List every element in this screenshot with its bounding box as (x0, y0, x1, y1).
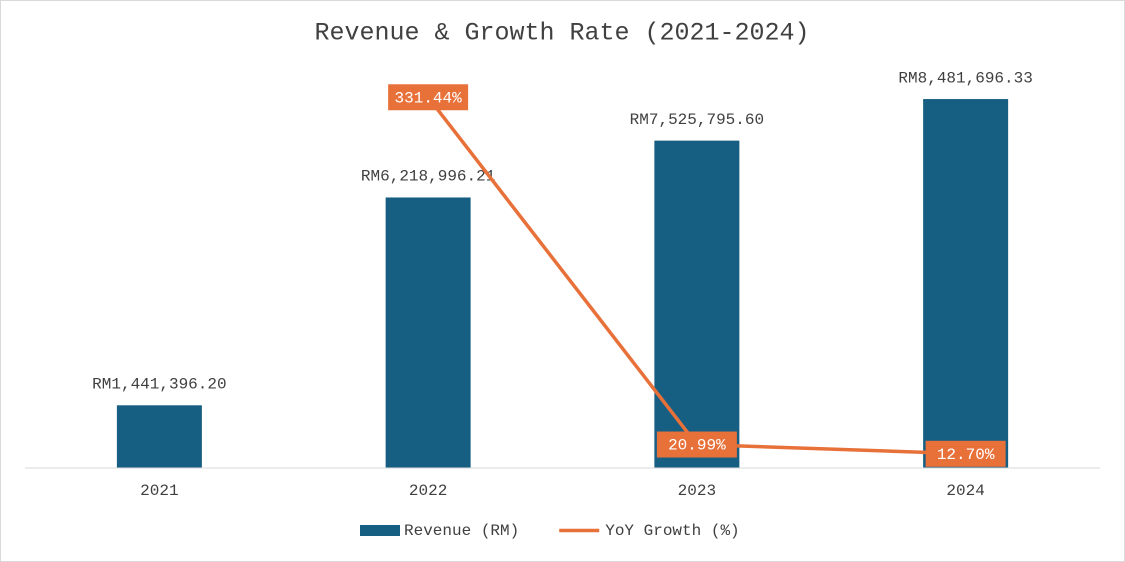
x-tick-label: 2023 (678, 482, 716, 500)
data-label: 12.70% (937, 446, 995, 464)
data-label-box (656, 431, 737, 458)
legend-swatch (360, 525, 400, 536)
bar (385, 197, 471, 468)
data-label-box (925, 440, 1006, 467)
x-tick-label: 2024 (946, 482, 984, 500)
legend-label: YoY Growth (%) (605, 522, 739, 540)
data-label: 331.44% (395, 89, 463, 107)
data-label-box (388, 84, 469, 111)
legend-label: Revenue (RM) (404, 522, 519, 540)
data-label: RM8,481,696.33 (898, 69, 1032, 87)
bar (923, 99, 1009, 469)
x-tick-label: 2022 (409, 482, 447, 500)
data-label: RM1,441,396.20 (92, 376, 226, 394)
data-label: 20.99% (668, 437, 726, 455)
bar (116, 405, 202, 468)
data-label: RM6,218,996.21 (361, 168, 495, 186)
x-tick-label: 2021 (140, 482, 178, 500)
data-label: RM7,525,795.60 (630, 111, 764, 129)
chart-title: Revenue & Growth Rate (2021-2024) (314, 19, 809, 48)
bar (654, 140, 740, 469)
